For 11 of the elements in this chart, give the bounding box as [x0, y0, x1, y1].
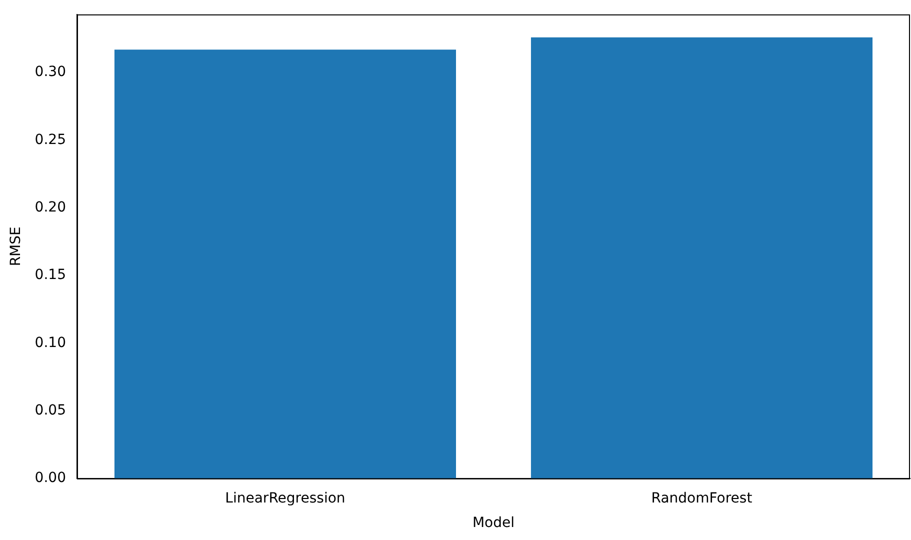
y-tick-label: 0.05: [34, 402, 66, 418]
y-axis-title: RMSE: [8, 226, 24, 266]
y-tick-label: 0.00: [34, 470, 66, 486]
y-tick-label: 0.15: [34, 267, 66, 284]
x-axis-title: Model: [472, 515, 515, 532]
y-tick-label: 0.25: [34, 132, 66, 148]
x-tick-label: RandomForest: [651, 490, 753, 506]
y-tick-label: 0.20: [34, 199, 66, 216]
x-tick-label: LinearRegression: [225, 490, 346, 506]
y-tick-label: 0.30: [34, 64, 66, 80]
y-tick-label: 0.10: [34, 334, 66, 351]
